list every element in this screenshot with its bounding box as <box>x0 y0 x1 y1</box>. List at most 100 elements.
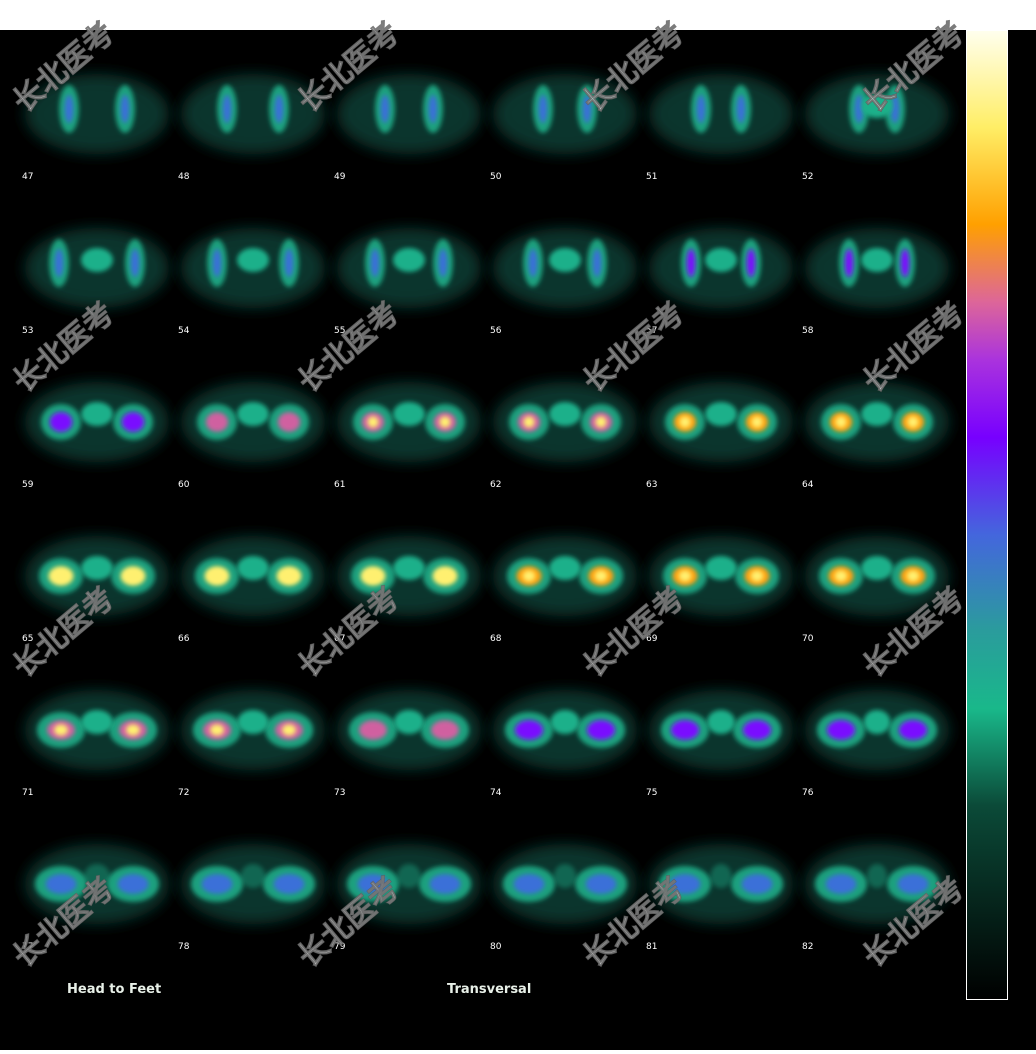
center-uptake <box>81 248 113 272</box>
center-uptake <box>237 556 269 580</box>
center-uptake <box>705 402 737 426</box>
hot-core <box>126 724 140 736</box>
slice-number: 71 <box>22 788 33 798</box>
slice: 75 <box>646 690 793 798</box>
side-core <box>582 95 592 123</box>
center-uptake <box>705 556 737 580</box>
hot-core <box>54 570 68 582</box>
center-uptake <box>867 864 887 888</box>
center-uptake <box>550 710 580 734</box>
center-uptake <box>84 864 110 888</box>
side-core <box>380 95 390 123</box>
slice-number: 67 <box>334 634 345 644</box>
slice-number: 75 <box>646 788 657 798</box>
side-core <box>54 249 64 277</box>
side-core <box>284 249 294 277</box>
slice-number: 69 <box>646 634 658 644</box>
side-core <box>528 249 538 277</box>
slice: 72 <box>178 690 325 798</box>
side-core <box>205 412 229 432</box>
slice-number: 66 <box>178 634 190 644</box>
center-uptake <box>393 556 425 580</box>
slice: 50 <box>490 74 637 182</box>
hot-core <box>834 570 848 582</box>
slice: 56 <box>490 228 637 336</box>
hot-core <box>367 416 379 428</box>
hot-core <box>282 724 296 736</box>
center-uptake <box>861 248 893 272</box>
slice: 66 <box>178 536 325 644</box>
side-core <box>825 874 857 894</box>
hot-core <box>835 416 847 428</box>
slice-number: 60 <box>178 480 190 490</box>
center-uptake <box>393 248 425 272</box>
hot-core <box>595 416 607 428</box>
center-uptake <box>549 556 581 580</box>
slice: 69 <box>646 536 793 644</box>
side-core <box>696 95 706 123</box>
slice: 65 <box>22 536 169 644</box>
side-core <box>899 720 927 740</box>
hot-core <box>126 570 140 582</box>
body <box>337 74 481 154</box>
side-core <box>120 95 130 123</box>
slice: 55 <box>334 228 481 336</box>
side-core <box>669 874 701 894</box>
side-core <box>45 874 77 894</box>
side-core <box>277 412 301 432</box>
side-core <box>897 874 929 894</box>
slice-number: 73 <box>334 788 345 798</box>
side-core <box>359 720 387 740</box>
slice: 63 <box>646 382 793 490</box>
slice-number: 65 <box>22 634 33 644</box>
side-core <box>222 95 232 123</box>
slice-number: 63 <box>646 480 657 490</box>
slice-number: 55 <box>334 326 345 336</box>
side-core <box>900 249 910 277</box>
slice-number: 47 <box>22 172 33 182</box>
slice-number: 62 <box>490 480 501 490</box>
hot-core <box>751 416 763 428</box>
center-uptake <box>861 94 893 118</box>
side-core <box>357 874 389 894</box>
slice: 59 <box>22 382 169 490</box>
side-core <box>201 874 233 894</box>
slice-number: 53 <box>22 326 33 336</box>
slice: 74 <box>490 690 637 798</box>
center-uptake <box>397 864 421 888</box>
center-uptake <box>81 402 113 426</box>
slice-number: 52 <box>802 172 813 182</box>
slice-number: 82 <box>802 942 813 952</box>
hot-core <box>523 416 535 428</box>
hot-core <box>679 416 691 428</box>
hot-core <box>282 570 296 582</box>
slice-number: 58 <box>802 326 814 336</box>
side-core <box>585 874 617 894</box>
body <box>181 74 325 154</box>
side-core <box>273 874 305 894</box>
slice: 64 <box>802 382 949 490</box>
slice-number: 72 <box>178 788 189 798</box>
slice-number: 70 <box>802 634 814 644</box>
center-uptake <box>237 248 269 272</box>
side-core <box>431 720 459 740</box>
side-core <box>592 249 602 277</box>
slice-number: 51 <box>646 172 657 182</box>
side-core <box>587 720 615 740</box>
slice: 76 <box>802 690 949 798</box>
center-uptake <box>549 402 581 426</box>
hot-core <box>678 570 692 582</box>
slice: 52 <box>802 74 949 182</box>
slice: 60 <box>178 382 325 490</box>
slice: 47 <box>22 74 169 182</box>
side-core <box>736 95 746 123</box>
slice-number: 54 <box>178 326 190 336</box>
slice-number: 49 <box>334 172 346 182</box>
side-core <box>64 95 74 123</box>
slice-number: 68 <box>490 634 502 644</box>
body <box>493 74 637 154</box>
side-core <box>121 412 145 432</box>
slice: 73 <box>334 690 481 798</box>
hot-core <box>907 416 919 428</box>
